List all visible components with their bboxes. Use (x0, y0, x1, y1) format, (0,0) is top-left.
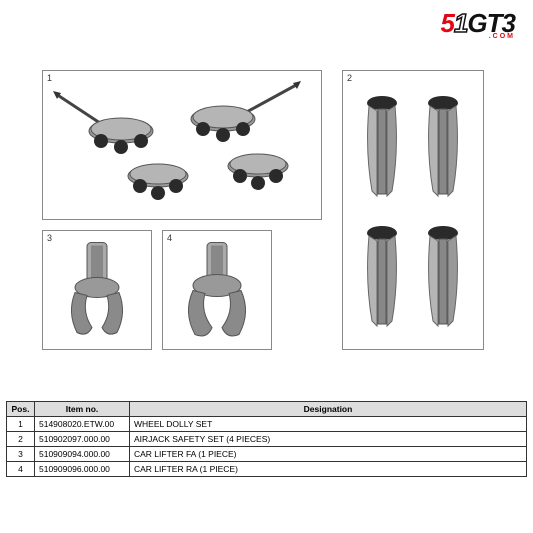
cell-pos: 1 (7, 417, 35, 432)
box-label-3: 3 (47, 233, 52, 243)
cell-item: 510902097.000.00 (35, 432, 130, 447)
parts-table: Pos. Item no. Designation 1514908020.ETW… (6, 401, 527, 477)
col-item: Item no. (35, 402, 130, 417)
table-header-row: Pos. Item no. Designation (7, 402, 527, 417)
car-lifter-ra-icon (177, 238, 257, 343)
box-label-4: 4 (167, 233, 172, 243)
airjack-safety-icon (357, 91, 407, 201)
diagram-box-1: 1 (42, 70, 322, 220)
wheel-dolly-icon (173, 79, 303, 149)
table-row: 2510902097.000.00AIRJACK SAFETY SET (4 P… (7, 432, 527, 447)
diagram-box-3: 3 (42, 230, 152, 350)
col-pos: Pos. (7, 402, 35, 417)
logo-1: 1 (454, 8, 467, 38)
cell-pos: 2 (7, 432, 35, 447)
cell-desig: AIRJACK SAFETY SET (4 PIECES) (130, 432, 527, 447)
diagram-area: 1 (42, 70, 492, 360)
car-lifter-fa-icon (57, 238, 137, 343)
box-label-2: 2 (347, 73, 352, 83)
wheel-dolly-icon (213, 141, 303, 201)
box-label-1: 1 (47, 73, 52, 83)
cell-item: 510909096.000.00 (35, 462, 130, 477)
cell-item: 510909094.000.00 (35, 447, 130, 462)
cell-pos: 4 (7, 462, 35, 477)
table-row: 1514908020.ETW.00WHEEL DOLLY SET (7, 417, 527, 432)
table-row: 3510909094.000.00CAR LIFTER FA (1 PIECE) (7, 447, 527, 462)
logo-s: 5 (440, 8, 453, 38)
col-desig: Designation (130, 402, 527, 417)
cell-desig: WHEEL DOLLY SET (130, 417, 527, 432)
cell-desig: CAR LIFTER RA (1 PIECE) (130, 462, 527, 477)
diagram-box-2: 2 (342, 70, 484, 350)
logo-text: 51GT3 (440, 12, 515, 35)
diagram-box-4: 4 (162, 230, 272, 350)
airjack-safety-icon (418, 221, 468, 331)
logo: 51GT3 .COM (440, 12, 515, 40)
cell-pos: 3 (7, 447, 35, 462)
wheel-dolly-icon (113, 151, 203, 211)
table-row: 4510909096.000.00CAR LIFTER RA (1 PIECE) (7, 462, 527, 477)
cell-item: 514908020.ETW.00 (35, 417, 130, 432)
airjack-safety-icon (357, 221, 407, 331)
cell-desig: CAR LIFTER FA (1 PIECE) (130, 447, 527, 462)
airjack-safety-icon (418, 91, 468, 201)
wheel-dolly-icon (51, 89, 171, 159)
